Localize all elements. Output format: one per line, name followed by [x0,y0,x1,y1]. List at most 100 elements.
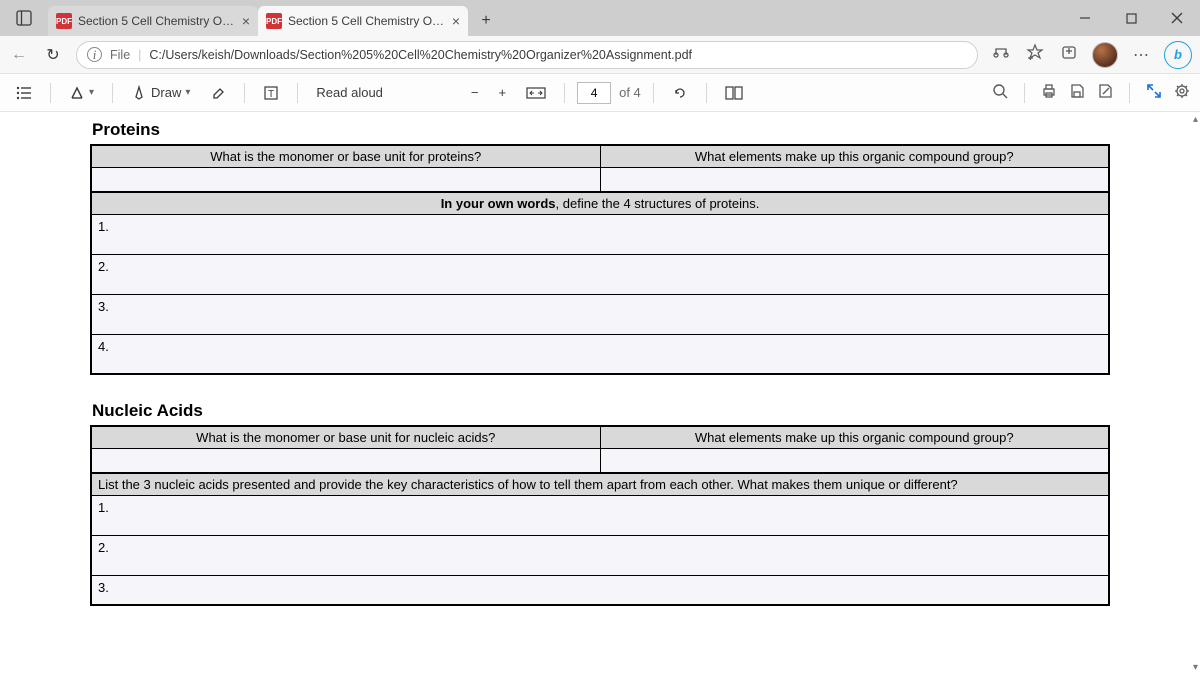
nucleic-item-1: 1. [91,495,1109,535]
pdf-page: Proteins What is the monomer or base uni… [90,112,1110,606]
pdf-icon: PDF [266,13,282,29]
scroll-up-icon[interactable]: ▴ [1193,114,1198,125]
fullscreen-button[interactable] [1146,83,1162,103]
window-minimize-button[interactable] [1062,0,1108,36]
tab-1[interactable]: PDF Section 5 Cell Chemistry Organiz × [48,6,258,36]
tab-actions-button[interactable] [0,0,48,36]
print-icon [1041,83,1057,99]
highlight-icon [69,85,85,101]
omnibox[interactable]: i File | C:/Users/keish/Downloads/Sectio… [76,41,978,69]
chevron-down-icon: ▾ [89,87,94,98]
save-button[interactable] [1069,83,1085,103]
nucleic-table-top: What is the monomer or base unit for nuc… [90,425,1110,474]
site-info-icon[interactable]: i [87,47,102,62]
print-button[interactable] [1041,83,1057,103]
proteins-elements-question: What elements make up this organic compo… [600,145,1109,168]
proteins-structure-1: 1. [91,214,1109,254]
search-icon [992,83,1008,99]
draw-menu-button[interactable]: Draw ▾ [125,81,196,105]
minimize-icon [1079,12,1091,24]
tab-strip: PDF Section 5 Cell Chemistry Organiz × P… [0,0,1200,36]
pen-icon [131,85,147,101]
proteins-elements-answer [600,168,1109,192]
svg-text:T: T [268,89,274,100]
tab-1-close-icon[interactable]: × [242,13,250,29]
collections-button[interactable] [1058,43,1080,66]
nucleic-monomer-question: What is the monomer or base unit for nuc… [91,426,600,449]
url-scheme: File [110,48,130,62]
nav-back-button[interactable]: ← [8,46,30,64]
proteins-monomer-answer [91,168,600,192]
more-menu-button[interactable]: ⋯ [1130,45,1152,65]
zoom-out-button[interactable]: − [465,81,485,104]
save-edit-icon [1097,83,1113,99]
find-button[interactable] [992,83,1008,103]
tab-2-close-icon[interactable]: × [452,13,460,29]
maximize-icon [1126,13,1137,24]
read-aloud-shortcut-icon[interactable] [990,43,1012,66]
contents-icon [16,86,32,100]
erase-icon [210,85,226,101]
bing-button[interactable]: b [1164,41,1192,69]
pdf-icon: PDF [56,13,72,29]
draw-button[interactable]: ▾ [63,81,100,105]
tab-2-title: Section 5 Cell Chemistry Organiz [288,14,446,28]
tab-2[interactable]: PDF Section 5 Cell Chemistry Organiz × [258,6,468,36]
zoom-in-button[interactable]: + [493,81,513,104]
fit-width-icon [526,87,546,99]
save-as-button[interactable] [1097,83,1113,103]
pdf-settings-button[interactable] [1174,83,1190,103]
nucleic-monomer-answer [91,449,600,473]
scroll-down-icon[interactable]: ▾ [1193,662,1198,673]
gear-icon [1174,83,1190,99]
page-view-icon [725,86,743,100]
text-button[interactable]: T [257,81,285,105]
rotate-button[interactable] [666,81,694,105]
favorites-button[interactable] [1024,43,1046,66]
nucleic-elements-question: What elements make up this organic compo… [600,426,1109,449]
erase-button[interactable] [204,81,232,105]
fullscreen-icon [1146,83,1162,99]
nav-refresh-button[interactable]: ↻ [42,45,64,65]
nucleic-list-prompt: List the 3 nucleic acids presented and p… [91,473,1109,496]
url-path: C:/Users/keish/Downloads/Section%205%20C… [149,48,692,62]
nucleic-item-3: 3. [91,575,1109,605]
window-maximize-button[interactable] [1108,0,1154,36]
window-close-button[interactable] [1154,0,1200,36]
proteins-structure-3: 3. [91,294,1109,334]
window-controls [1062,0,1200,36]
new-tab-button[interactable]: + [472,7,500,35]
proteins-table-structures: In your own words, define the 4 structur… [90,191,1110,376]
rotate-icon [672,85,688,101]
close-icon [1171,12,1183,24]
toolbar-separator [653,83,654,103]
save-icon [1069,83,1085,99]
toolbar-separator [297,83,298,103]
proteins-structures-prompt: In your own words, define the 4 structur… [91,192,1109,215]
read-aloud-label: Read aloud [316,85,383,100]
proteins-section: Proteins What is the monomer or base uni… [90,120,1110,375]
chevron-down-icon: ▾ [185,87,190,98]
proteins-heading: Proteins [92,120,1110,140]
tab-1-title: Section 5 Cell Chemistry Organiz [78,14,236,28]
profile-avatar[interactable] [1092,42,1118,68]
read-aloud-button[interactable]: Read aloud [310,81,389,104]
draw-label: Draw [151,85,181,100]
nucleic-elements-answer [600,449,1109,473]
toolbar-separator [706,83,707,103]
toolbar-separator [564,83,565,103]
text-icon: T [263,85,279,101]
url-separator: | [138,48,141,62]
pdf-viewport[interactable]: ▴ ▾ Proteins What is the monomer or base… [0,112,1200,675]
toolbar-separator [244,83,245,103]
nucleic-heading: Nucleic Acids [92,401,1110,421]
page-number-input[interactable] [577,82,611,104]
page-total-label: of 4 [619,85,641,100]
address-bar: ← ↻ i File | C:/Users/keish/Downloads/Se… [0,36,1200,74]
page-view-button[interactable] [719,82,749,104]
nucleic-table-list: List the 3 nucleic acids presented and p… [90,472,1110,607]
nucleic-section: Nucleic Acids What is the monomer or bas… [90,401,1110,606]
toolbar-separator [50,83,51,103]
contents-button[interactable] [10,82,38,104]
fit-width-button[interactable] [520,83,552,103]
